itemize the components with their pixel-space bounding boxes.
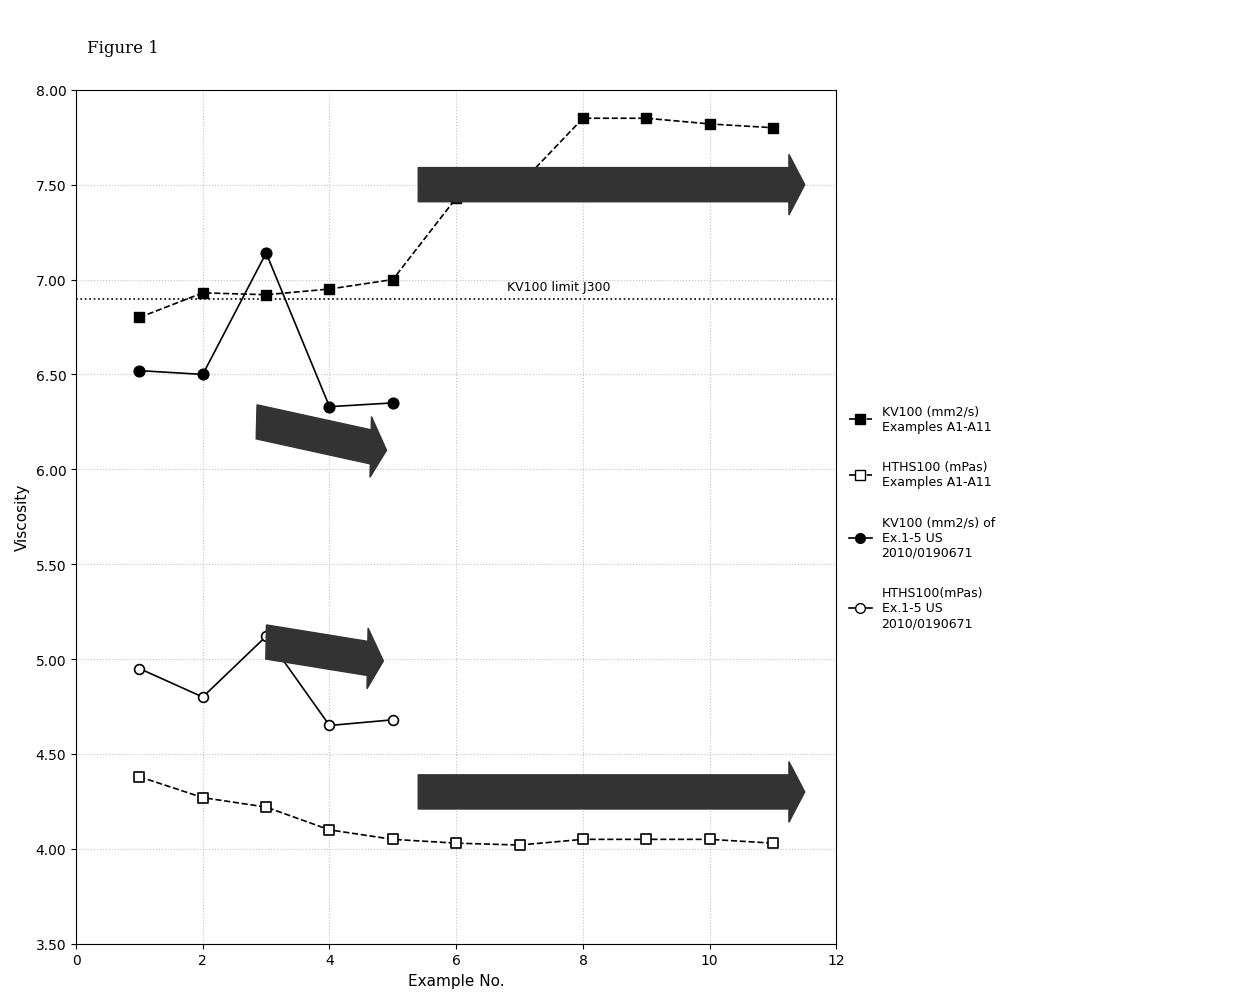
Point [257,288,277,304]
Point [699,116,719,132]
Point [383,395,403,411]
Point [763,835,782,852]
Point [193,689,213,705]
Point [129,310,149,326]
Point [699,831,719,848]
Point [383,712,403,728]
Point [320,282,340,298]
Point [129,661,149,677]
Point [510,838,529,854]
Point [446,191,466,207]
Point [636,831,656,848]
Point [320,822,340,839]
FancyArrow shape [257,405,387,477]
Point [320,718,340,734]
X-axis label: Example No.: Example No. [408,973,505,988]
Point [193,286,213,302]
FancyArrow shape [418,155,805,216]
Point [573,831,593,848]
Y-axis label: Viscosity: Viscosity [15,483,30,551]
Point [129,363,149,379]
Point [510,178,529,194]
FancyArrow shape [418,762,805,822]
Point [573,111,593,127]
Point [636,111,656,127]
Point [446,835,466,852]
Text: Figure 1: Figure 1 [87,40,159,57]
Text: KV100 limit J300: KV100 limit J300 [507,281,610,294]
Point [193,367,213,383]
Point [257,629,277,645]
Point [383,831,403,848]
FancyArrow shape [265,625,383,689]
Point [383,272,403,288]
Point [129,769,149,785]
Legend: KV100 (mm2/s)
Examples A1-A11, HTHS100 (mPas)
Examples A1-A11, KV100 (mm2/s) of
: KV100 (mm2/s) Examples A1-A11, HTHS100 (… [844,400,999,634]
Point [763,120,782,136]
Point [257,799,277,815]
Point [257,246,277,262]
Point [320,399,340,415]
Point [193,789,213,805]
